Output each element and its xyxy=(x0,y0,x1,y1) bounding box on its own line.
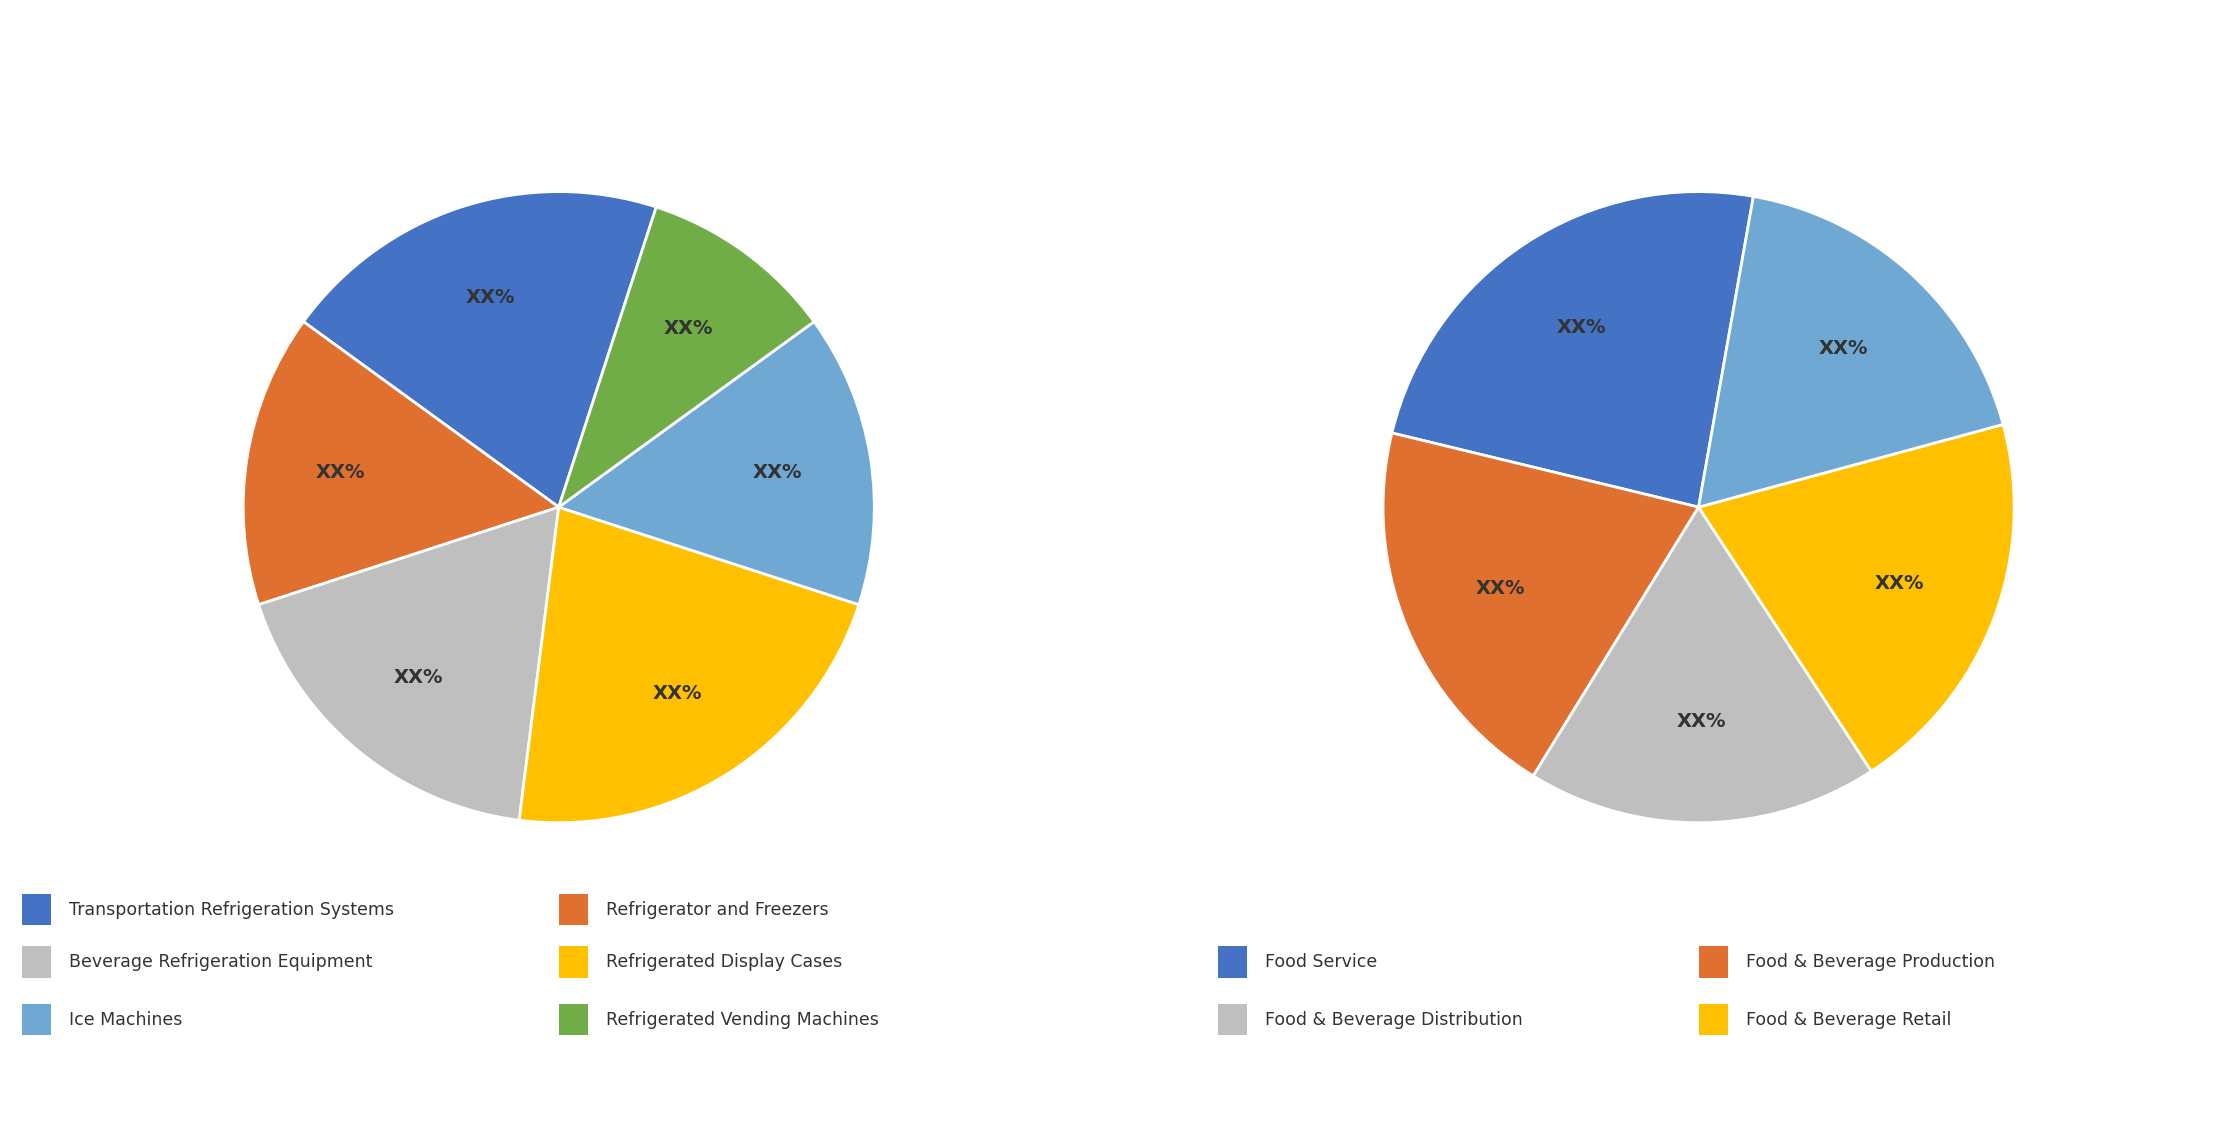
Text: Food Service: Food Service xyxy=(1265,953,1377,971)
Text: XX%: XX% xyxy=(1875,574,1924,593)
Text: Email: sales@theindustrystats.com: Email: sales@theindustrystats.com xyxy=(941,1077,1294,1095)
Text: Refrigerated Display Cases: Refrigerated Display Cases xyxy=(606,953,843,971)
Wedge shape xyxy=(259,507,559,820)
Text: Food & Beverage Production: Food & Beverage Production xyxy=(1746,953,1994,971)
Text: XX%: XX% xyxy=(653,684,702,703)
Wedge shape xyxy=(559,207,814,507)
Text: XX%: XX% xyxy=(1819,339,1868,358)
Text: Food & Beverage Retail: Food & Beverage Retail xyxy=(1746,1011,1951,1029)
Bar xyxy=(1218,947,1247,978)
Wedge shape xyxy=(1383,433,1699,775)
Wedge shape xyxy=(1699,196,2003,507)
Text: Refrigerated Vending Machines: Refrigerated Vending Machines xyxy=(606,1011,878,1029)
Wedge shape xyxy=(1699,425,2014,771)
Wedge shape xyxy=(304,192,657,507)
Text: XX%: XX% xyxy=(1676,712,1725,731)
Text: Transportation Refrigeration Systems: Transportation Refrigeration Systems xyxy=(69,900,393,919)
Text: Fig. Global Commercial Refrigeration Equipment Market Share by Product Types & A: Fig. Global Commercial Refrigeration Equ… xyxy=(29,38,1363,62)
Text: XX%: XX% xyxy=(1475,579,1524,598)
Text: Website: www.theindustrystats.com: Website: www.theindustrystats.com xyxy=(1822,1077,2190,1095)
Text: Source: Theindustrystats Analysis: Source: Theindustrystats Analysis xyxy=(45,1077,391,1095)
Text: XX%: XX% xyxy=(315,463,364,482)
Wedge shape xyxy=(1392,192,1754,507)
Bar xyxy=(559,1004,588,1036)
Wedge shape xyxy=(559,321,874,605)
Wedge shape xyxy=(519,507,858,823)
Text: XX%: XX% xyxy=(393,668,443,686)
Text: Food & Beverage Distribution: Food & Beverage Distribution xyxy=(1265,1011,1522,1029)
Text: XX%: XX% xyxy=(1556,318,1607,337)
Bar xyxy=(22,947,51,978)
Bar xyxy=(1218,1004,1247,1036)
Text: Ice Machines: Ice Machines xyxy=(69,1011,183,1029)
Text: XX%: XX% xyxy=(753,463,802,482)
Bar xyxy=(22,1004,51,1036)
Wedge shape xyxy=(1533,507,1871,823)
Bar xyxy=(1699,947,1728,978)
Bar xyxy=(559,894,588,925)
Bar xyxy=(22,894,51,925)
Bar xyxy=(1699,1004,1728,1036)
Bar xyxy=(559,947,588,978)
Text: Beverage Refrigeration Equipment: Beverage Refrigeration Equipment xyxy=(69,953,373,971)
Wedge shape xyxy=(244,321,559,605)
Text: Refrigerator and Freezers: Refrigerator and Freezers xyxy=(606,900,829,919)
Text: XX%: XX% xyxy=(664,319,713,338)
Text: XX%: XX% xyxy=(465,287,516,307)
